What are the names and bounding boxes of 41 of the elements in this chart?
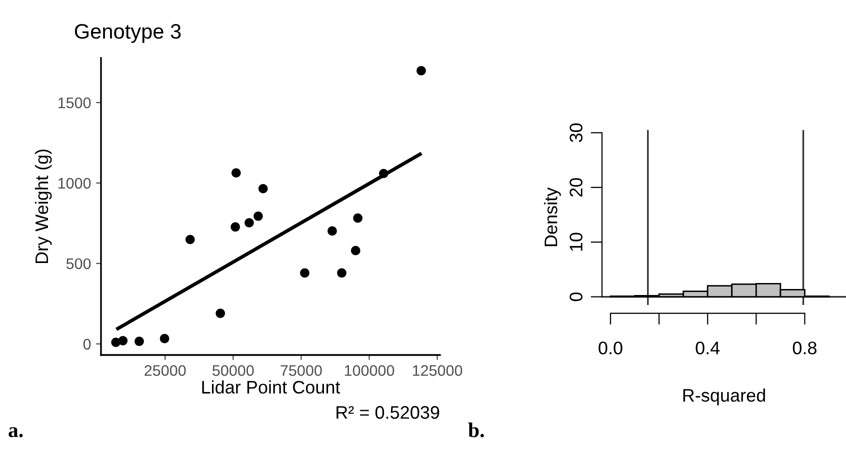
point: [337, 268, 346, 278]
x-tick-label: 0.4: [696, 342, 720, 354]
point: [216, 308, 226, 318]
y-axis-title: Density: [544, 187, 561, 246]
point: [254, 211, 263, 221]
point: [416, 66, 426, 76]
x-axis-title: Lidar Point Count: [202, 380, 340, 394]
point: [350, 246, 360, 256]
point: [185, 234, 195, 244]
text: a.: [8, 427, 23, 438]
y-tick-label: 30: [570, 123, 582, 142]
point: [118, 336, 128, 346]
y-tick-label: 10: [570, 232, 582, 251]
point: [328, 226, 337, 236]
point: [258, 184, 268, 194]
chart-title: Genotype 3: [74, 24, 181, 43]
y-axis-title: Dry Weight (g): [34, 150, 52, 264]
x-tick-label: 75000: [280, 365, 322, 376]
y-tick-label: 20: [570, 178, 582, 197]
point: [379, 168, 388, 178]
point: [134, 336, 144, 346]
x-tick-label: 100000: [344, 365, 394, 376]
point: [244, 218, 254, 228]
x-tick-label: 50000: [212, 365, 254, 376]
y-tick-label: 500: [66, 258, 91, 270]
x-tick-label: 125000: [412, 365, 462, 376]
y-tick-label: 1000: [58, 178, 91, 189]
x-tick-label: 0.0: [598, 342, 622, 354]
point: [231, 168, 241, 178]
y-tick-label: 0: [570, 292, 582, 302]
text: R² = 0.52039: [336, 406, 440, 419]
point: [160, 334, 170, 344]
point: [230, 222, 240, 232]
x-tick-label: 0.8: [792, 342, 816, 354]
x-tick-label: 25000: [144, 365, 186, 376]
y-tick-label: 0: [83, 338, 91, 350]
y-tick-label: 1500: [58, 97, 91, 108]
point: [353, 213, 362, 223]
x-axis-title: R-squared: [683, 388, 765, 406]
point: [300, 268, 310, 278]
text: b.: [468, 422, 484, 438]
